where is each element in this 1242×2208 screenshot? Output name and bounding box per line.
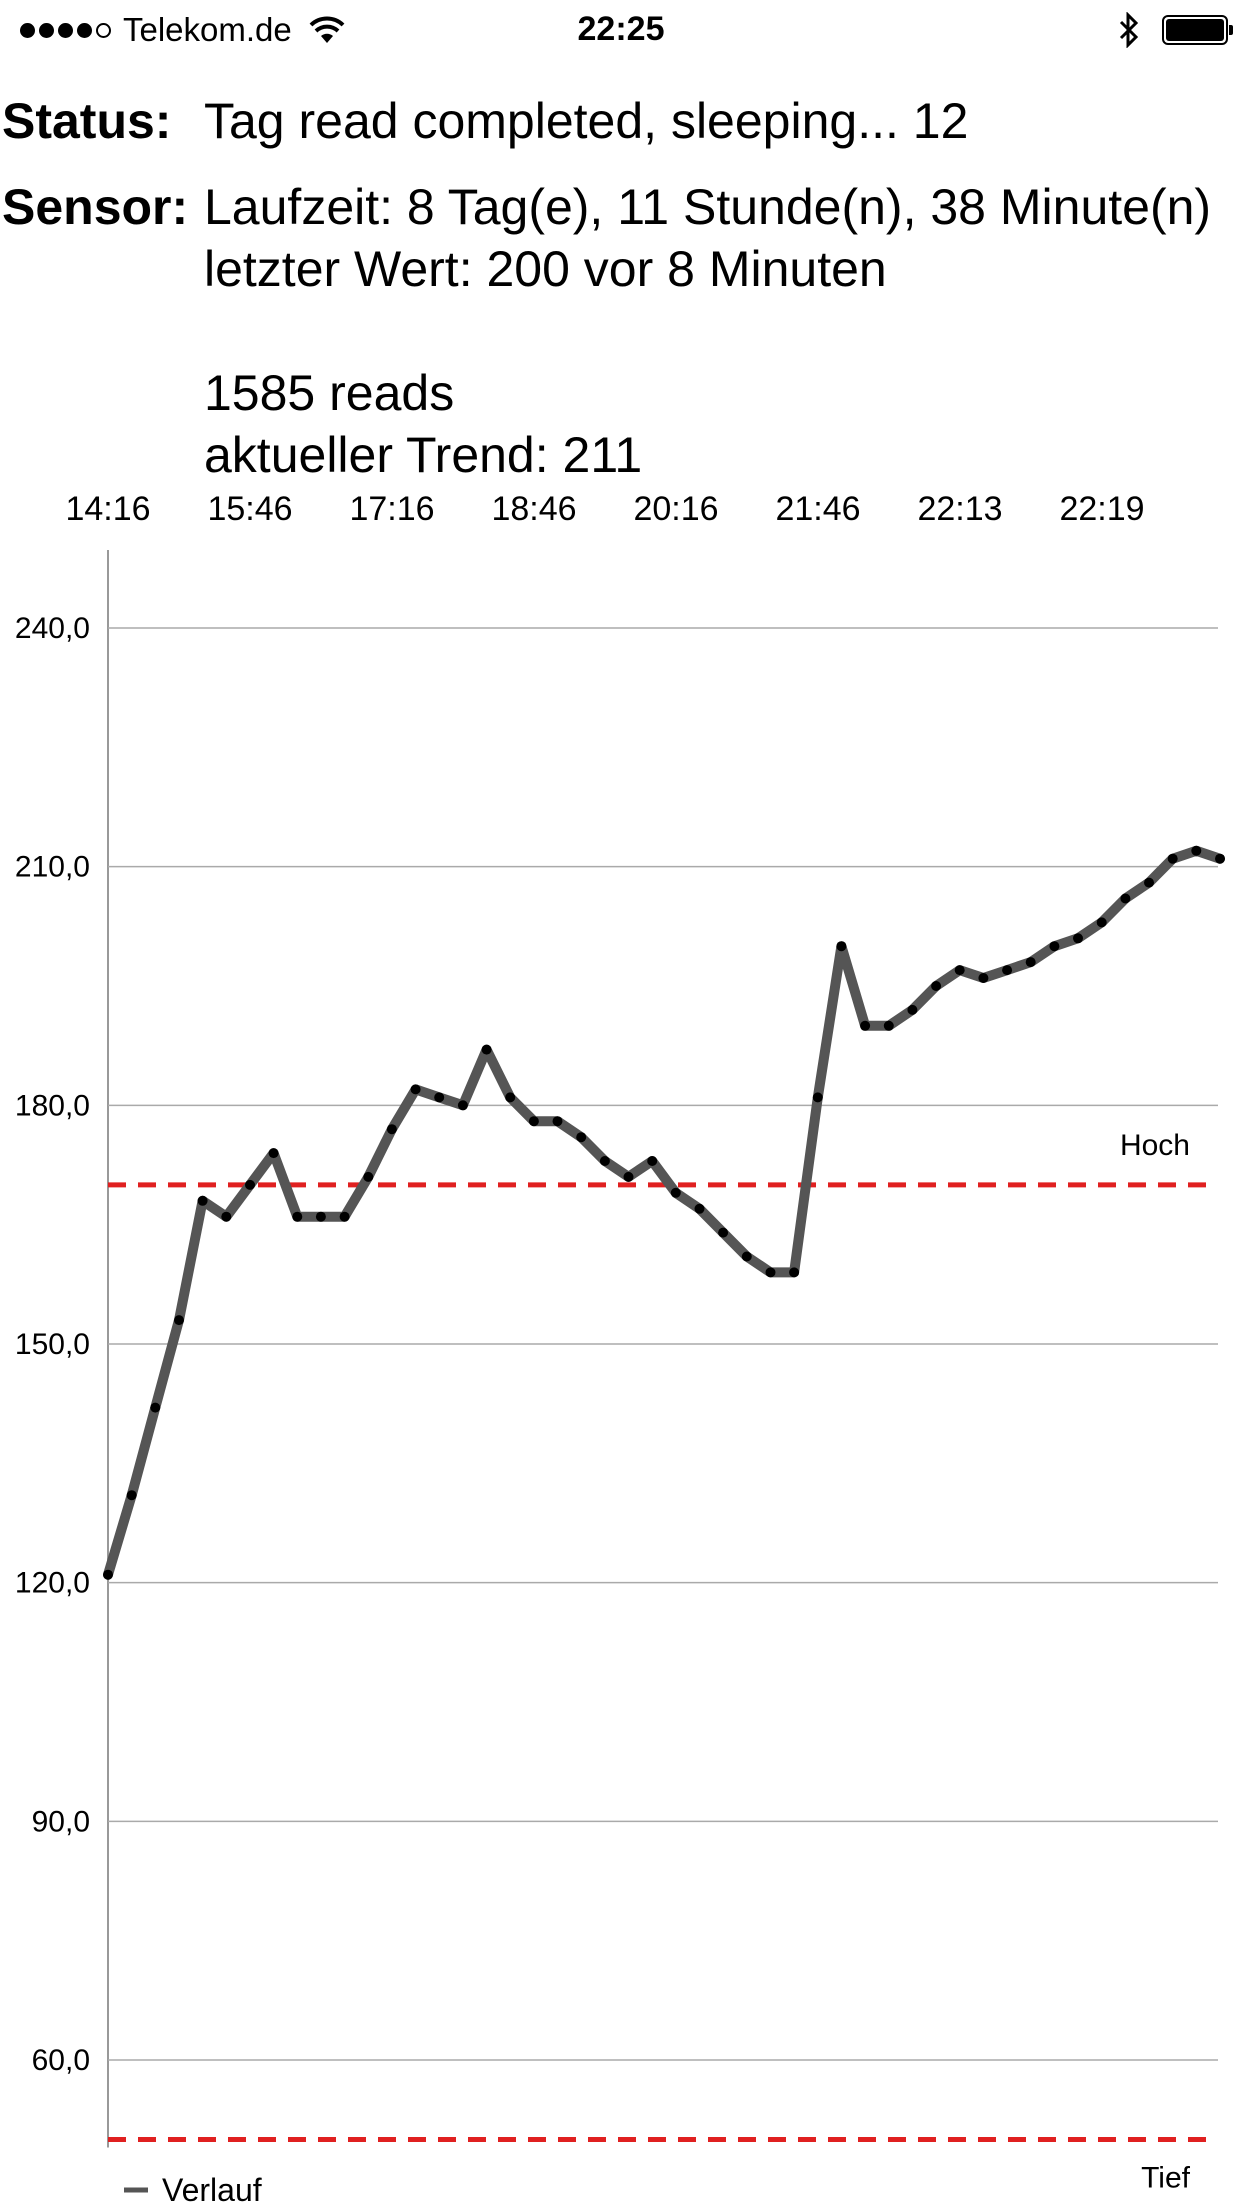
y-tick-label: 120,0 bbox=[15, 1567, 90, 1600]
signal-dot-icon bbox=[77, 22, 92, 38]
y-tick-label: 180,0 bbox=[15, 1089, 90, 1122]
data-point bbox=[694, 1203, 705, 1214]
data-point bbox=[1073, 933, 1083, 944]
battery-icon bbox=[1162, 15, 1233, 45]
data-point bbox=[1025, 957, 1036, 968]
bluetooth-icon bbox=[1119, 12, 1139, 48]
sensor-reads: 1585 reads bbox=[204, 365, 455, 421]
data-point bbox=[434, 1092, 445, 1103]
status-label: Status: bbox=[2, 93, 172, 149]
data-point bbox=[765, 1267, 776, 1278]
sensor-runtime: Laufzeit: 8 Tag(e), 11 Stunde(n), 38 Min… bbox=[204, 179, 1212, 235]
data-point bbox=[126, 1490, 137, 1501]
sensor-trend: aktueller Trend: 211 bbox=[204, 427, 643, 483]
data-point bbox=[1144, 877, 1154, 888]
carrier-area: Telekom.de bbox=[20, 10, 346, 50]
x-tick-label: 22:19 bbox=[1059, 490, 1144, 528]
signal-dot-empty-icon bbox=[96, 22, 111, 38]
data-point bbox=[954, 965, 965, 976]
x-tick-label: 22:13 bbox=[917, 490, 1002, 528]
status-row: Status: Tag read completed, sleeping... … bbox=[0, 90, 1242, 152]
sensor-last-value: letzter Wert: 200 vor 8 Minuten bbox=[204, 241, 887, 297]
signal-dot-icon bbox=[39, 22, 54, 38]
data-point bbox=[812, 1092, 823, 1103]
data-point bbox=[221, 1211, 232, 1222]
data-point bbox=[883, 1020, 894, 1031]
signal-dot-icon bbox=[20, 22, 35, 38]
y-tick-label: 210,0 bbox=[15, 851, 90, 884]
x-tick-label: 21:46 bbox=[775, 490, 860, 528]
data-point bbox=[457, 1100, 468, 1111]
data-point bbox=[245, 1179, 255, 1190]
data-point bbox=[174, 1315, 184, 1326]
threshold-label-tief: Tief bbox=[1141, 2162, 1191, 2195]
data-point bbox=[268, 1148, 279, 1159]
data-point bbox=[528, 1116, 539, 1127]
data-point bbox=[292, 1211, 303, 1222]
y-tick-label: 240,0 bbox=[15, 612, 90, 645]
clock: 22:25 bbox=[577, 10, 665, 48]
data-point bbox=[599, 1156, 610, 1166]
data-point bbox=[978, 973, 989, 983]
x-tick-label: 20:16 bbox=[633, 490, 718, 528]
y-tick-label: 150,0 bbox=[15, 1328, 90, 1361]
data-point bbox=[1049, 941, 1060, 952]
status-bar: Telekom.de 22:25 bbox=[0, 0, 1242, 60]
data-point bbox=[1002, 965, 1013, 976]
series-line-verlauf bbox=[103, 845, 1225, 1580]
data-point bbox=[907, 1004, 918, 1015]
threshold-label-hoch: Hoch bbox=[1120, 1129, 1190, 1162]
legend-label: Verlauf bbox=[162, 2172, 262, 2208]
data-point bbox=[718, 1227, 729, 1238]
data-point bbox=[647, 1156, 658, 1166]
data-point bbox=[339, 1211, 350, 1222]
data-point bbox=[315, 1211, 326, 1222]
sensor-details: Laufzeit: 8 Tag(e), 11 Stunde(n), 38 Min… bbox=[204, 176, 1242, 486]
y-tick-label: 60,0 bbox=[32, 2044, 90, 2077]
data-point bbox=[836, 941, 847, 952]
wifi-icon bbox=[309, 16, 345, 43]
info-panel: Status: Tag read completed, sleeping... … bbox=[0, 90, 1242, 486]
x-tick-label: 14:16 bbox=[65, 490, 150, 528]
data-point bbox=[1096, 917, 1107, 928]
sensor-row: Sensor: Laufzeit: 8 Tag(e), 11 Stunde(n)… bbox=[0, 176, 1242, 486]
data-point bbox=[410, 1084, 421, 1095]
y-tick-label: 90,0 bbox=[32, 1805, 90, 1838]
data-point bbox=[1191, 845, 1202, 856]
data-point bbox=[552, 1116, 563, 1127]
data-point bbox=[860, 1020, 871, 1031]
glucose-chart: 240,0 210,0 180,0 150,0 120,0 90,0 60,0 14:16 15… bbox=[15, 490, 1225, 2208]
data-point bbox=[1215, 853, 1225, 864]
data-point bbox=[576, 1132, 587, 1143]
carrier-name: Telekom.de bbox=[123, 11, 292, 48]
x-tick-label: 15:46 bbox=[207, 490, 292, 528]
data-point bbox=[741, 1251, 752, 1262]
data-point bbox=[670, 1187, 681, 1198]
data-point bbox=[481, 1044, 492, 1055]
status-text: Tag read completed, sleeping... 12 bbox=[204, 93, 969, 149]
data-point bbox=[623, 1171, 634, 1182]
sensor-label: Sensor: bbox=[2, 179, 189, 235]
data-point bbox=[931, 981, 942, 991]
data-point bbox=[363, 1171, 374, 1182]
data-point bbox=[1167, 853, 1178, 864]
data-point bbox=[789, 1267, 800, 1278]
data-point bbox=[103, 1569, 113, 1580]
status-right bbox=[1118, 10, 1233, 50]
x-tick-label: 18:46 bbox=[491, 490, 576, 528]
data-point bbox=[150, 1402, 161, 1413]
data-point bbox=[1120, 893, 1131, 904]
signal-dot-icon bbox=[58, 22, 73, 38]
data-point bbox=[386, 1124, 397, 1135]
data-point bbox=[505, 1092, 516, 1103]
data-point bbox=[197, 1195, 208, 1206]
x-tick-label: 17:16 bbox=[349, 490, 434, 528]
